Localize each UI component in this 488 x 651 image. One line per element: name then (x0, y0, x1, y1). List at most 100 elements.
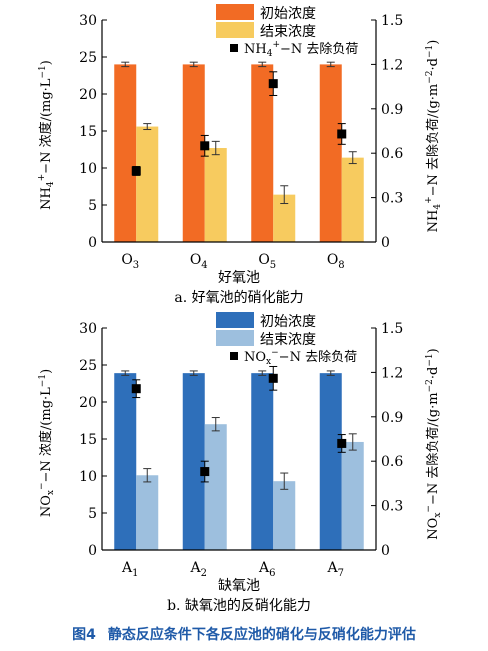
chart-b-ytick-label-right-1: 0.3 (381, 499, 403, 515)
chart-a-ytick-label-left-5: 25 (79, 50, 97, 66)
chart-a-legend-marker-load (230, 44, 238, 52)
chart-b-bar-s1-2 (273, 481, 296, 550)
chart-a-ylabel-right-main: NH (426, 210, 441, 233)
chart-a-bar-s0-1 (182, 64, 205, 243)
chart-a-xtick-label-2: O5 (258, 252, 276, 271)
chart-b-xtick-label-main-0: A (121, 560, 133, 576)
chart-b-ytick-label-right-0: 0 (381, 543, 390, 559)
chart-a-ylabel-left-sub: 4 (46, 181, 56, 187)
chart-b-bar-s1-0 (136, 475, 159, 550)
chart-a-ytick-label-left-3: 15 (79, 124, 97, 140)
chart-b-legend-label-0: 初始浓度 (260, 313, 316, 330)
chart-a-xtick-label-sub-3: 8 (338, 260, 344, 271)
chart-a-bar-s1-1 (204, 148, 227, 242)
chart-a-bar-s0-2 (251, 64, 274, 243)
chart-a-load-point-2 (268, 79, 278, 89)
chart-a-xtick-label-main-1: O (190, 252, 201, 268)
chart-b-xtick-label-2: A6 (258, 560, 276, 579)
chart-a-subtitle: a. 好氧池的硝化能力 (174, 290, 303, 306)
chart-b-xtick-label-sub-2: 6 (269, 568, 275, 579)
chart-b-ylabel-left-unit-sup: −1 (38, 374, 48, 387)
chart-a-ylabel-right-sup: + (424, 196, 434, 204)
chart-a-legend-swatch-1 (216, 22, 254, 38)
chart-a-ytick-label-right-0: 0 (381, 235, 390, 251)
figure-caption: 图4 静态反应条件下各反应池的硝化与反硝化能力评估 (0, 624, 488, 644)
chart-b-xtick-label-1: A2 (190, 560, 208, 579)
chart-b-ylabel-right-sup2: −2 (425, 379, 435, 392)
chart-b-ytick-label-right-3: 0.9 (381, 410, 403, 426)
chart-a-legend-label-0: 初始浓度 (260, 5, 316, 22)
chart-a-ylabel-right-end: ) (426, 40, 441, 45)
chart-b-ylabel-left: NOx−−N 浓度/(mg·L−1) (37, 369, 56, 517)
chart-b-xtick-label-sub-1: 2 (201, 568, 207, 579)
chart-a-ylabel-right: NH4+−N 去除负荷/(g·m−2·d−1) (424, 40, 443, 233)
chart-b-xtick-label-sub-3: 7 (338, 568, 344, 579)
chart-a-legend-load-sub: 4 (267, 49, 273, 59)
chart-a-legend-load-sup: + (272, 40, 280, 50)
chart-a-xtick-label-sub-0: 3 (133, 260, 139, 271)
chart-a-ylabel-right-sub: 4 (433, 204, 443, 210)
chart-b-ylabel-left-sub: x (46, 490, 56, 495)
chart-a-bar-s1-2 (273, 194, 296, 242)
figure-caption-text: 静态反应条件下各反应池的硝化与反硝化能力评估 (107, 627, 416, 643)
chart-a-xtick-label-main-2: O (258, 252, 269, 268)
chart-b-ylabel-right-rest: −N 去除负荷/(g·m (426, 392, 441, 505)
chart-b-ytick-label-left-1: 5 (88, 506, 97, 522)
chart-a-ytick-label-left-2: 10 (79, 161, 97, 177)
chart-a-ylabel-left-sup: + (37, 174, 47, 182)
chart-a-xtick-label-main-0: O (121, 252, 132, 268)
chart-a-ytick-label-right-5: 1.5 (381, 13, 403, 29)
chart-b-ytick-label-left-6: 30 (79, 321, 97, 337)
chart-a-ylabel-right-sup2: −2 (425, 70, 435, 83)
chart-a-ytick-label-left-0: 0 (88, 235, 97, 251)
chart-a-xtick-label-1: O4 (190, 252, 208, 271)
chart-b-ylabel-left-end: ) (39, 369, 54, 374)
chart-b-ytick-label-left-4: 20 (79, 395, 97, 411)
chart-a-ytick-label-right-2: 0.6 (381, 146, 403, 162)
chart-b-xlabel: 缺氧池 (218, 578, 260, 594)
chart-a-legend-label-load: NH4+−N 去除负荷 (244, 40, 358, 59)
chart-a-ylabel-left-rest: −N 浓度/(mg·L (38, 78, 54, 174)
chart-a-legend-load-main: NH (244, 42, 267, 57)
chart-a-ylabel-left-unit-sup: −1 (38, 65, 48, 78)
chart-b-ytick-label-right-4: 1.2 (381, 365, 403, 381)
chart-a-legend-swatch-0 (216, 4, 254, 20)
chart-a-ylabel-right-rest: −N 去除负荷/(g·m (426, 84, 441, 197)
chart-b-xtick-label-main-2: A (258, 560, 270, 576)
chart-a-ylabel-left-end: ) (39, 60, 54, 65)
chart-b-legend-swatch-0 (216, 312, 254, 328)
chart-a-xtick-label-3: O8 (327, 252, 345, 271)
chart-b-xtick-label-0: A1 (121, 560, 139, 579)
chart-a-xlabel: 好氧池 (218, 270, 260, 286)
chart-a-ylabel-left-main: NH (39, 187, 54, 210)
chart-a-ytick-label-right-4: 1.2 (381, 57, 403, 73)
chart-b-legend-load-sub: x (266, 357, 271, 367)
chart-b-ylabel-left-sup: − (37, 482, 47, 490)
chart-a-ylabel-right-mid: ·d (426, 58, 441, 70)
chart-b-xtick-label-3: A7 (327, 560, 345, 579)
chart-b-legend-label-1: 结束浓度 (260, 332, 316, 348)
chart-a-ytick-label-left-6: 30 (79, 13, 97, 29)
chart-b-ylabel-right-sub: x (433, 513, 443, 518)
chart-a-ytick-label-left-1: 5 (88, 198, 97, 214)
chart-b-load-point-1 (200, 467, 210, 477)
chart-a-xtick-label-sub-1: 4 (201, 260, 207, 271)
chart-a-ytick-label-right-3: 0.9 (381, 102, 403, 118)
chart-a-ylabel-left: NH4+−N 浓度/(mg·L−1) (37, 60, 56, 210)
chart-a-load-point-0 (131, 166, 141, 176)
chart-a-ylabel-right-sup3: −1 (425, 45, 435, 58)
chart-b-subtitle: b. 缺氧池的反硝化能力 (167, 598, 311, 614)
chart-b-legend-load-main: NO (244, 350, 266, 365)
chart-b-legend-load-rest: −N 去除负荷 (279, 350, 357, 365)
chart-b-ylabel-right-end: ) (426, 348, 441, 353)
chart-b-ylabel-left-rest: −N 浓度/(mg·L (38, 387, 54, 483)
chart-b-ylabel-left-main: NO (39, 495, 54, 517)
chart-a-bar-s1-3 (341, 157, 364, 242)
chart-b-ylabel-right: NOx−−N 去除负荷/(g·m−2·d−1) (424, 348, 443, 539)
chart-b-legend-load-sup: − (271, 348, 279, 358)
chart-b-bar-s0-2 (251, 373, 274, 550)
chart-a-bar-s1-0 (136, 126, 159, 242)
chart-a-load-point-3 (337, 129, 347, 139)
chart-b-ylabel-right-sup: − (424, 505, 434, 513)
